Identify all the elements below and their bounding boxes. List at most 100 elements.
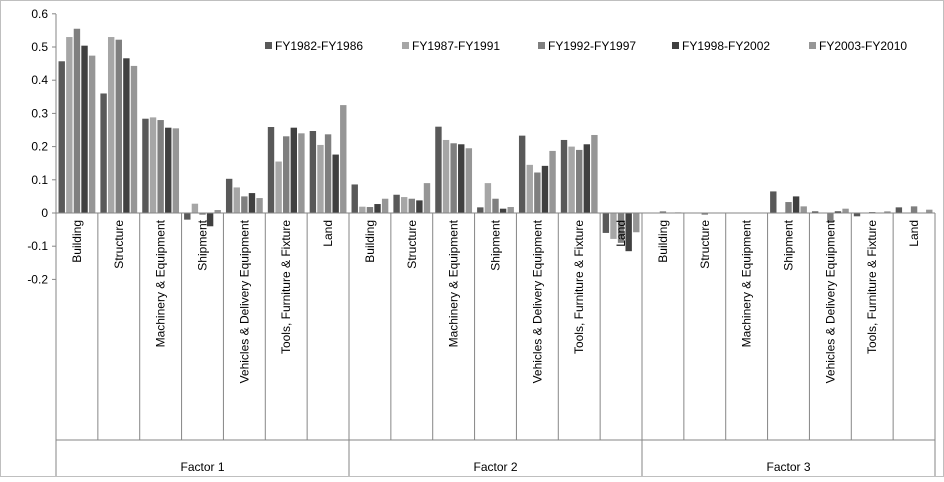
category-label: Structure xyxy=(405,220,419,269)
bar xyxy=(416,200,423,213)
bar xyxy=(423,183,431,213)
category-label: Vehicles & Delivery Equipment xyxy=(237,219,251,383)
y-tick-label: -0.2 xyxy=(27,272,48,286)
bar xyxy=(157,120,164,213)
bar xyxy=(633,213,640,233)
bar xyxy=(225,178,233,213)
bar xyxy=(191,203,199,213)
category-label: Machinery & Equipment xyxy=(447,219,461,347)
y-tick-label: -0.1 xyxy=(27,239,48,253)
bar xyxy=(214,210,221,213)
legend-swatch xyxy=(265,42,272,49)
bar xyxy=(465,148,473,213)
bar xyxy=(926,209,933,213)
bar xyxy=(340,105,347,213)
group-label: Factor 3 xyxy=(766,460,810,474)
x-axis: Building Structure Machinery & Equipment Sh… xyxy=(55,212,936,476)
bar xyxy=(73,28,81,213)
bar xyxy=(66,37,73,213)
bar xyxy=(58,61,65,213)
bar xyxy=(248,193,256,213)
legend-label: FY1987-FY1991 xyxy=(412,39,500,53)
bar xyxy=(549,150,556,213)
bar xyxy=(165,127,172,213)
bar xyxy=(659,211,667,213)
bar xyxy=(800,206,807,213)
category-label: Structure xyxy=(698,220,712,269)
bar xyxy=(309,131,317,213)
bar xyxy=(583,144,591,213)
bar xyxy=(100,93,107,213)
legend-label: FY1998-FY2002 xyxy=(682,39,770,53)
y-tick-label: 0.6 xyxy=(31,7,48,21)
bar xyxy=(241,196,248,213)
bar xyxy=(442,139,450,213)
y-tick-label: 0 xyxy=(41,206,48,220)
y-tick-label: 0.5 xyxy=(31,40,48,54)
bar xyxy=(366,207,374,213)
category-label: Machinery & Equipment xyxy=(154,219,168,347)
bar xyxy=(172,128,180,213)
legend-swatch xyxy=(402,42,409,49)
bar xyxy=(518,135,526,213)
bar xyxy=(834,211,842,213)
bar xyxy=(499,208,507,213)
bar xyxy=(701,213,708,215)
bars xyxy=(58,28,933,252)
bar xyxy=(842,208,849,213)
category-label: Tools, Furniture & Fixture xyxy=(865,220,879,354)
bar xyxy=(107,37,115,213)
y-tick-label: 0.4 xyxy=(31,73,48,87)
category-label: Land xyxy=(614,220,628,247)
bar xyxy=(435,126,442,213)
category-label: Land xyxy=(321,220,335,247)
bar xyxy=(526,164,533,213)
bar xyxy=(602,213,610,233)
bar xyxy=(81,45,88,213)
bar xyxy=(534,172,541,213)
legend-swatch xyxy=(538,42,545,49)
bar xyxy=(267,127,275,213)
bar xyxy=(199,213,206,215)
bar xyxy=(359,206,366,213)
category-label: Structure xyxy=(112,220,126,269)
bar xyxy=(827,213,834,222)
bar xyxy=(233,187,240,213)
bar xyxy=(625,213,632,252)
bar xyxy=(283,136,290,213)
bar xyxy=(770,191,777,213)
bar xyxy=(324,134,332,213)
category-label: Building xyxy=(70,220,84,263)
bar xyxy=(381,198,389,213)
legend: FY1982-FY1986 FY1987-FY1991 FY1992-FY1997 F… xyxy=(265,39,907,53)
category-label: Shipment xyxy=(782,219,796,270)
bar xyxy=(184,213,191,220)
bar xyxy=(811,211,819,213)
category-label: Tools, Furniture & Fixture xyxy=(279,220,293,354)
legend-label: FY1992-FY1997 xyxy=(548,39,636,53)
y-tick-label: 0.2 xyxy=(31,140,48,154)
bar xyxy=(591,134,598,213)
category-label: Vehicles & Delivery Equipment xyxy=(823,219,837,383)
bar xyxy=(408,198,415,213)
bar xyxy=(576,149,583,213)
bar xyxy=(541,165,549,213)
bar xyxy=(484,183,492,213)
bar xyxy=(88,55,96,213)
group-label: Factor 1 xyxy=(180,460,224,474)
y-tick-label: 0.3 xyxy=(31,106,48,120)
bar xyxy=(123,58,130,213)
bar xyxy=(275,161,282,213)
bar xyxy=(884,211,891,213)
category-label: Building xyxy=(656,220,670,263)
category-label: Tools, Furniture & Fixture xyxy=(572,220,586,354)
bar xyxy=(853,213,861,217)
category-label: Land xyxy=(907,220,921,247)
category-label: Shipment xyxy=(196,219,210,270)
bar xyxy=(910,206,918,213)
bar xyxy=(256,198,263,213)
y-axis: 0.6 0.5 0.4 0.3 0.2 0.1 0 -0.1 -0.2 xyxy=(27,7,57,286)
bar xyxy=(115,39,122,214)
